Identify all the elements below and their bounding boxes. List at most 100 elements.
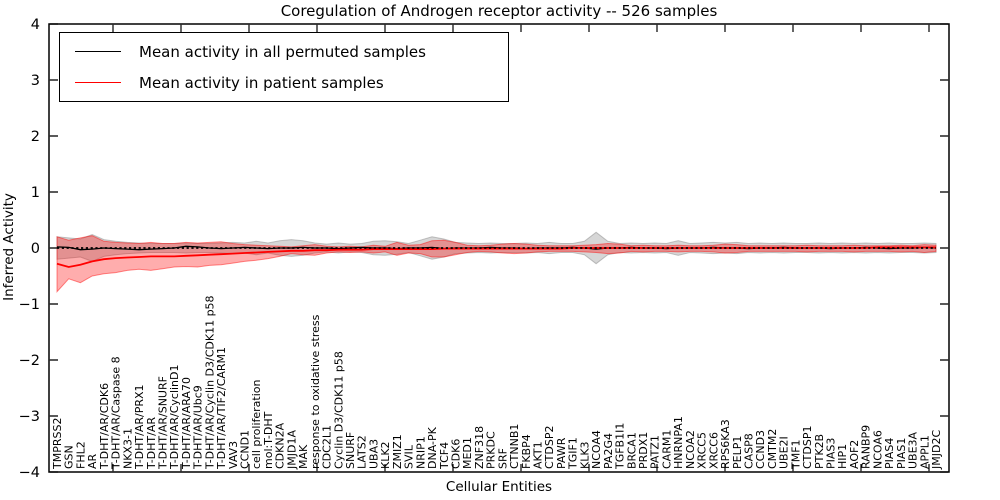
- x-axis-label: Cellular Entities: [445, 479, 553, 495]
- x-category-label: NRIP1: [414, 436, 427, 469]
- x-category-label: MED1: [461, 437, 474, 469]
- x-category-label: T-DHT/AR/ARA70: [180, 377, 193, 470]
- x-category-label: MAK: [297, 444, 310, 469]
- x-category-label: CDKN2A: [274, 422, 287, 469]
- x-category-label: NCOA4: [590, 430, 603, 469]
- x-category-label: PATZ1: [649, 435, 662, 469]
- y-tick-label: −2: [19, 353, 40, 369]
- x-category-label: TGFB1I1: [614, 423, 627, 470]
- y-tick-label: 2: [31, 129, 40, 145]
- x-category-label: RANBP9: [860, 425, 873, 469]
- x-category-label: CASP8: [742, 433, 755, 469]
- y-tick-label: 1: [31, 185, 40, 201]
- x-category-label: KLK2: [379, 441, 392, 469]
- x-category-label: SRF: [496, 448, 509, 469]
- x-category-label: JMJD1A: [285, 430, 298, 470]
- x-category-label: Cyclin D3/CDK11 p58: [332, 351, 345, 469]
- x-category-label: CARM1: [660, 430, 673, 469]
- x-category-label: T-DHT/AR: [145, 417, 158, 470]
- x-category-label: RPS6KA3: [719, 419, 732, 469]
- x-category-label: VAV3: [227, 441, 240, 469]
- y-tick-label: 0: [31, 241, 40, 257]
- x-category-label: T-DHT/AR/Caspase 8: [110, 356, 123, 470]
- x-category-label: T-DHT/AR/Ubc9: [192, 385, 205, 470]
- x-category-label: PIAS4: [883, 438, 896, 469]
- x-category-label: CDC2L1: [321, 425, 334, 469]
- x-category-label: GSN: [63, 445, 76, 469]
- x-category-label: AOF2: [848, 440, 861, 469]
- x-category-label: T-DHT/AR/Cyclin D3/CDK11 p58: [203, 295, 216, 470]
- x-category-label: APPL1: [918, 435, 931, 469]
- y-tick-label: 3: [31, 73, 40, 89]
- x-category-label: PRKDC: [485, 431, 498, 469]
- x-category-label: PAWR: [555, 437, 568, 469]
- x-category-label: T-DHT/AR/CDK6: [98, 383, 111, 470]
- legend-line-patient-icon: [75, 82, 121, 83]
- x-category-label: DNA-PK: [426, 426, 439, 469]
- x-category-label: cell proliferation: [250, 379, 263, 469]
- y-tick-label: −3: [19, 409, 40, 425]
- legend-item-permuted: Mean activity in all permuted samples: [60, 43, 508, 61]
- x-category-label: JMJD2C: [930, 430, 943, 470]
- x-category-label: T-DHT/AR/SNURF: [156, 376, 169, 470]
- x-category-label: FHL2: [74, 441, 87, 469]
- x-category-label: KLK3: [578, 441, 591, 469]
- legend-label-permuted: Mean activity in all permuted samples: [139, 42, 426, 61]
- legend-box: Mean activity in all permuted samples Me…: [59, 32, 509, 102]
- legend-item-patient: Mean activity in patient samples: [60, 74, 508, 92]
- y-tick-label: −4: [19, 465, 40, 481]
- x-category-label: T-DHT/AR/PRX1: [133, 384, 146, 470]
- x-category-label: CDK6: [449, 439, 462, 469]
- y-tick-label: 4: [31, 17, 40, 33]
- x-category-label: TMF1: [789, 439, 802, 470]
- legend-label-patient: Mean activity in patient samples: [139, 73, 384, 92]
- x-category-label: SNURF: [344, 432, 357, 469]
- x-category-label: TCF4: [438, 442, 451, 470]
- x-category-label: TMPRSS2: [51, 418, 64, 470]
- x-category-label: UBE3A: [907, 431, 920, 469]
- x-category-label: CCND1: [239, 430, 252, 469]
- x-category-label: PIAS3: [825, 438, 838, 469]
- x-category-label: CTDSP1: [801, 426, 814, 469]
- y-axis-label: Inferred Activity: [1, 193, 17, 301]
- x-category-label: HIP1: [836, 444, 849, 469]
- chart-title: Coregulation of Androgen receptor activi…: [280, 2, 718, 20]
- x-category-label: response to oxidative stress: [309, 314, 322, 469]
- x-category-label: FKBP4: [520, 434, 533, 469]
- legend-line-permuted-icon: [75, 51, 121, 52]
- x-category-label: BRCA1: [625, 432, 638, 469]
- x-category-label: HNRNPA1: [672, 416, 685, 469]
- x-category-label: NKX3-1: [121, 428, 134, 469]
- x-category-label: LATS2: [356, 435, 369, 469]
- x-category-label: CTDSP2: [543, 426, 556, 469]
- x-category-label: PRDX1: [637, 432, 650, 469]
- x-category-label: T-DHT/AR/TIF2/CARM1: [215, 347, 228, 470]
- x-category-label: mol:T-DHT: [262, 411, 275, 469]
- x-category-label: ZNF318: [473, 426, 486, 469]
- x-category-label: NCOA6: [871, 430, 884, 469]
- axes-frame: [48, 23, 950, 473]
- x-category-label: CTNNB1: [508, 424, 521, 469]
- x-category-label: PTK2B: [813, 434, 826, 469]
- x-category-label: PA2G4: [602, 433, 615, 469]
- x-category-label: UBE2I: [778, 436, 791, 469]
- x-category-label: CCND3: [754, 430, 767, 469]
- x-category-label: NCOA2: [684, 430, 697, 469]
- x-category-label: SVIL: [403, 444, 416, 469]
- patient-range-band: [56, 235, 937, 293]
- x-category-label: XRCC6: [707, 432, 720, 469]
- y-tick-label: −1: [19, 297, 40, 313]
- x-category-label: ZMIZ1: [391, 434, 404, 469]
- x-category-label: T-DHT/AR/CyclinD1: [168, 364, 181, 470]
- x-category-label: AR: [86, 453, 99, 469]
- x-category-label: UBA3: [367, 439, 380, 469]
- x-category-label: AKT1: [532, 441, 545, 469]
- patient-mean-line: [56, 246, 936, 268]
- x-category-label: PELP1: [731, 436, 744, 469]
- x-category-label: XRCC5: [696, 432, 709, 469]
- x-category-label: PIAS1: [895, 438, 908, 469]
- x-category-label: TGIF1: [567, 437, 580, 470]
- x-category-label: CMTM2: [766, 429, 779, 469]
